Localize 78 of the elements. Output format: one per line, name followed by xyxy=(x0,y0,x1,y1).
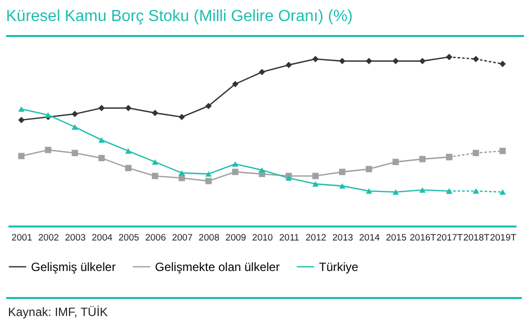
point xyxy=(178,174,185,182)
point xyxy=(339,183,346,189)
legend-label: Gelişmiş ülkeler xyxy=(31,260,116,274)
point xyxy=(419,187,426,193)
x-tick-label: 2011 xyxy=(279,232,300,242)
point xyxy=(392,189,399,195)
point xyxy=(232,80,238,88)
point xyxy=(72,150,78,156)
point xyxy=(312,172,319,180)
point xyxy=(98,104,105,112)
chart-title: Küresel Kamu Borç Stoku (Milli Gelire Oranı) (%) xyxy=(6,0,524,37)
point xyxy=(419,58,426,64)
point xyxy=(472,188,480,194)
x-tick-label: 2015 xyxy=(386,232,407,242)
point xyxy=(232,168,238,176)
point xyxy=(312,56,319,62)
point xyxy=(286,62,292,68)
point xyxy=(18,152,25,160)
point xyxy=(312,181,319,187)
point xyxy=(446,54,452,60)
point xyxy=(205,171,212,177)
point xyxy=(44,112,52,118)
point xyxy=(205,178,212,184)
point xyxy=(339,168,346,176)
x-tick-label: 2007 xyxy=(172,232,193,242)
point xyxy=(446,188,452,194)
point xyxy=(72,124,78,130)
point xyxy=(366,166,372,172)
point xyxy=(98,137,105,143)
point xyxy=(72,110,78,118)
point xyxy=(472,56,480,62)
point xyxy=(178,114,185,120)
point xyxy=(205,102,212,110)
x-tick-label: 2019T xyxy=(490,232,517,242)
point xyxy=(499,148,506,154)
point xyxy=(392,158,399,166)
x-tick-label: 2005 xyxy=(118,232,140,242)
x-tick-label: 2013 xyxy=(332,232,354,242)
x-tick-label: 2006 xyxy=(145,232,166,242)
x-tick-label: 2016T xyxy=(410,232,436,242)
point xyxy=(499,189,506,195)
point xyxy=(98,154,105,162)
x-tick-label: 2010 xyxy=(252,232,273,242)
point xyxy=(446,154,452,160)
point xyxy=(125,164,132,172)
x-tick-label: 2001 xyxy=(12,232,32,242)
point xyxy=(152,172,158,180)
point xyxy=(499,60,506,68)
point xyxy=(125,104,132,112)
x-tick-label: 2009 xyxy=(225,232,246,242)
point xyxy=(258,68,266,76)
point xyxy=(286,175,292,181)
x-tick-label: 2003 xyxy=(65,232,86,242)
x-tick-label: 2018T xyxy=(463,232,490,242)
point xyxy=(419,156,426,162)
point xyxy=(366,58,372,64)
point xyxy=(178,170,185,176)
point xyxy=(125,148,132,154)
point xyxy=(44,146,52,154)
text: Kaynak: IMF, TÜİK xyxy=(7,304,109,319)
point xyxy=(152,110,158,116)
x-tick-label: 2014 xyxy=(359,232,380,242)
point xyxy=(258,167,266,173)
x-tick-label: 2012 xyxy=(306,232,326,242)
legend-label: Gelişmekte olan ülkeler xyxy=(155,260,280,274)
point xyxy=(232,161,238,167)
x-tick-label: 2004 xyxy=(92,232,112,242)
point xyxy=(472,150,480,156)
point xyxy=(366,188,372,194)
legend-label: Türkiye xyxy=(319,260,359,274)
x-tick-label: 2002 xyxy=(38,232,59,242)
point xyxy=(392,58,399,64)
point xyxy=(18,106,25,112)
point xyxy=(152,159,158,165)
x-tick-label: 2017T xyxy=(436,232,464,242)
point xyxy=(339,58,346,64)
x-tick-label: 2008 xyxy=(198,232,220,242)
point xyxy=(18,116,25,124)
